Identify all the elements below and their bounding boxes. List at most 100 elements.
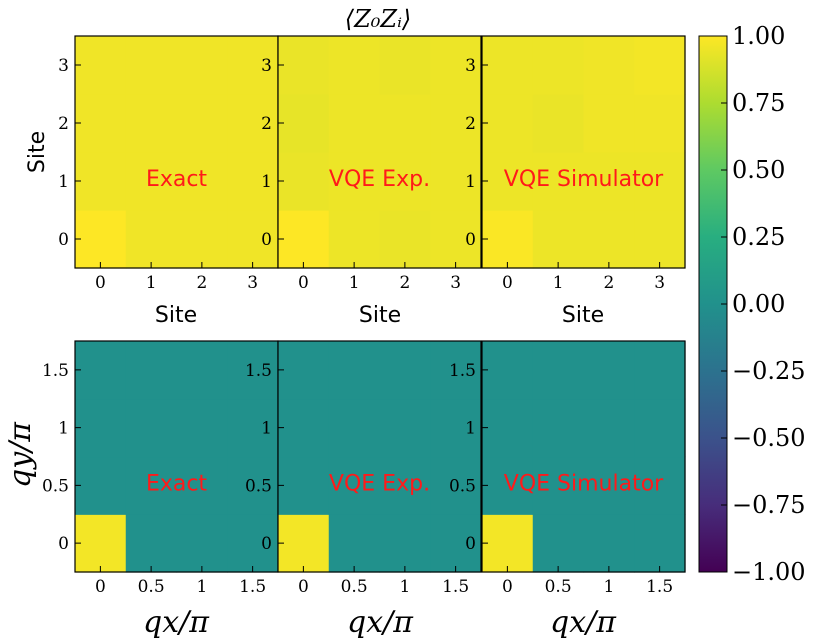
bottom-panel-2-xtick-2: 1	[399, 577, 410, 597]
colorbar-tick-2: 0.50	[732, 156, 785, 184]
top-panel-1-cell-r0-c3	[227, 210, 279, 269]
top-panel-3: 0 0 1 1 2 2 3 3 VQE Simulator	[465, 35, 686, 293]
bottom-panel-1-cell-r1-c1	[125, 456, 178, 515]
top-panel-1-cell-r0-c0	[75, 210, 127, 269]
bottom-panel-3-cell-r0-c0	[482, 514, 534, 573]
bottom-panel-1-ytick-1: 0.5	[42, 476, 69, 496]
top-panel-3-xlabel: Site	[562, 303, 604, 328]
bottom-panel-2-cell-r3-c0	[278, 341, 330, 400]
bottom-panel-3-cell-r0-c2	[583, 514, 635, 573]
colorbar-tick-8: −1.00	[732, 558, 806, 586]
bottom-panel-3-cell-r2-c3	[634, 398, 686, 458]
top-panel-2-cell-r3-c0	[278, 36, 330, 95]
bottom-panel-2-frame	[277, 340, 482, 573]
bottom-panel-1-cell-r3-c3	[227, 341, 279, 400]
top-panel-2-cell-r1-c0	[278, 152, 330, 211]
bottom-panel-1-cell-r1-c2	[176, 456, 228, 515]
bottom-panel-1-cell-r0-c3	[227, 514, 279, 573]
bottom-panel-1-ytick-3: 1.5	[42, 361, 69, 381]
top-row-heatmaps: 0 0 1 1 2 2 3 3 Exact 0 0 1 1 2 2 3 3 VQE Exp. 0 0 1 1 2 2 3 3 VQE…	[58, 35, 686, 293]
bottom-panel-2-xtick-0: 0	[298, 577, 309, 597]
bottom-panel-2-cell-r1-c1	[328, 456, 381, 515]
top-panel-3-cell-r1-c0	[482, 152, 534, 211]
bottom-panel-1-cell-r1-c0	[75, 456, 127, 515]
top-panel-1-xtick-1: 1	[146, 273, 157, 293]
bottom-panel-2: 0 0 0.5 0.5 1 1 1.5 1.5 VQE Exp.	[245, 340, 482, 597]
bottom-panel-1-cell-r0-c0	[75, 514, 127, 573]
top-panel-3-frame	[481, 35, 686, 269]
top-panel-2-cell-r2-c1	[328, 94, 381, 153]
top-panel-2-xtick-1: 1	[349, 273, 360, 293]
top-panel-1-cell-r3-c2	[176, 36, 228, 95]
top-panel-2-ytick-1: 1	[261, 172, 272, 192]
top-panel-3-cell-r2-c0	[482, 94, 534, 153]
colorbar: 1.00 0.75 0.50 0.25 0.00 −0.25 −0.50 −0.75 −1.00	[698, 22, 806, 586]
bottom-panel-3-cell-r3-c0	[482, 341, 534, 400]
top-panel-1-cell-r2-c2	[176, 94, 228, 153]
bottom-panel-1-cell-r3-c1	[125, 341, 178, 400]
bottom-panel-3-xtick-3: 1.5	[646, 577, 673, 597]
top-panel-2-cell-r2-c2	[379, 94, 431, 153]
top-panel-1-cell-r1-c2	[176, 152, 228, 211]
colorbar-tick-1: 0.75	[732, 89, 785, 117]
colorbar-tick-3: 0.25	[732, 223, 785, 251]
bottom-panel-1-cell-r2-c1	[125, 398, 178, 458]
top-panel-2-cell-r1-c1	[328, 152, 381, 211]
top-panel-1-ytick-2: 2	[58, 114, 69, 134]
bottom-panel-2-cell-r3-c2	[379, 341, 431, 400]
bottom-panel-1-cell-r2-c3	[227, 398, 279, 458]
bottom-panel-3-frame	[481, 340, 686, 573]
bottom-panel-1-cell-r2-c0	[75, 398, 127, 458]
bottom-panel-3-cell-r0-c3	[634, 514, 686, 573]
bottom-panel-2-ytick-2: 1	[261, 419, 272, 439]
bottom-panel-2-cell-r2-c3	[430, 398, 482, 458]
top-panel-2-cell-r1-c2	[379, 152, 431, 211]
bottom-panel-2-ytick-3: 1.5	[245, 361, 272, 381]
bottom-panel-1-xlabel: qx/π	[143, 605, 210, 640]
top-panel-1: 0 0 1 1 2 2 3 3 Exact	[58, 35, 279, 293]
bottom-panel-3-cell-r2-c0	[482, 398, 534, 458]
top-panel-3-cell-r1-c3	[634, 152, 686, 211]
top-panel-2-cell-r0-c0	[278, 210, 330, 269]
bottom-panel-1: 0 0 0.5 0.5 1 1 1.5 1.5 Exact	[42, 340, 279, 597]
top-panel-3-cell-r0-c2	[583, 210, 635, 269]
top-panel-3-cell-r0-c0	[482, 210, 534, 269]
top-panel-2-cell-r0-c3	[430, 210, 482, 269]
top-panel-3-cell-r1-c1	[532, 152, 585, 211]
top-panel-2-cell-r1-c3	[430, 152, 482, 211]
bottom-panel-2-xlabel: qx/π	[347, 605, 414, 640]
bottom-panel-3-cell-r3-c3	[634, 341, 686, 400]
colorbar-tick-7: −0.75	[732, 491, 806, 519]
bottom-panel-3-xlabel: qx/π	[550, 605, 617, 640]
top-panel-2-ytick-2: 2	[261, 114, 272, 134]
bottom-panel-3-ytick-3: 1.5	[449, 361, 476, 381]
top-panel-3-ytick-3: 3	[465, 56, 476, 76]
top-panel-2-ytick-0: 0	[261, 230, 272, 250]
bottom-panel-2-cell-r0-c2	[379, 514, 431, 573]
top-panel-3-cell-r0-c1	[532, 210, 585, 269]
bottom-panel-2-cell-r0-c3	[430, 514, 482, 573]
bottom-panel-1-cell-r0-c2	[176, 514, 228, 573]
colorbar-tick-5: −0.25	[732, 357, 806, 385]
top-panel-2-cell-r2-c3	[430, 94, 482, 153]
top-panel-1-cell-r1-c1	[125, 152, 178, 211]
top-panel-1-ytick-1: 1	[58, 172, 69, 192]
bottom-panel-1-ytick-2: 1	[58, 419, 69, 439]
top-panel-1-cell-r2-c0	[75, 94, 127, 153]
bottom-panel-2-cell-r1-c3	[430, 456, 482, 515]
top-panel-3-cell-r2-c1	[532, 94, 585, 153]
colorbar-tick-4: 0.00	[732, 290, 785, 318]
bottom-panel-3-cell-r1-c1	[532, 456, 585, 515]
bottom-panel-2-cell-r3-c3	[430, 341, 482, 400]
top-panel-1-xtick-2: 2	[196, 273, 207, 293]
bottom-panel-2-cell-r0-c1	[328, 514, 381, 573]
top-panel-2-xlabel: Site	[359, 303, 401, 328]
top-panel-3-ytick-1: 1	[465, 172, 476, 192]
bottom-panel-2-cell-r1-c2	[379, 456, 431, 515]
bottom-panel-3-cell-r3-c2	[583, 341, 635, 400]
top-ylabel: Site	[25, 131, 50, 173]
bottom-panel-3-cell-r2-c1	[532, 398, 585, 458]
bottom-panel-1-cell-r2-c2	[176, 398, 228, 458]
bottom-row-heatmaps: 0 0 0.5 0.5 1 1 1.5 1.5 Exact 0 0 0.5 0.5 1 1 1.5 1.5 VQE…	[42, 340, 686, 597]
colorbar-tick-6: −0.50	[732, 424, 806, 452]
